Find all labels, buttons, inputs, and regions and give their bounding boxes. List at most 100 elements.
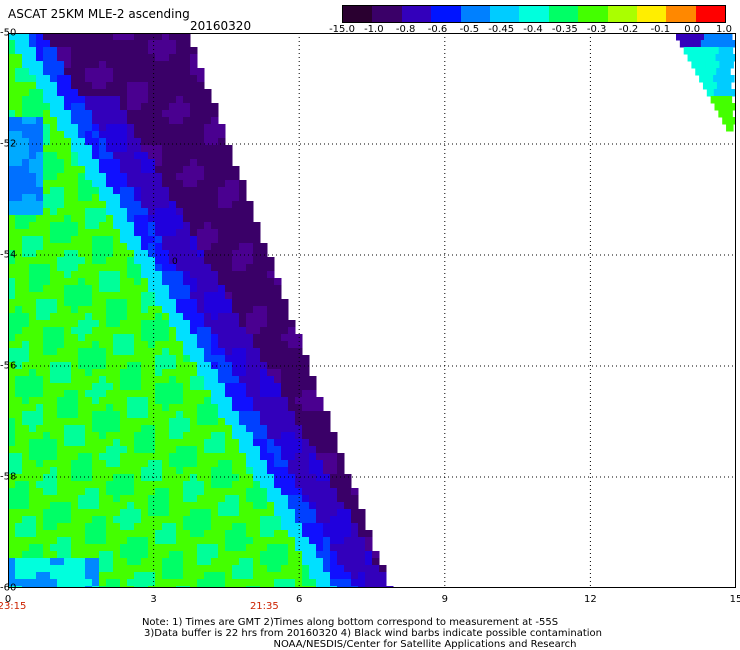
wind-cell	[92, 243, 100, 251]
wind-cell	[295, 404, 303, 412]
wind-cell	[204, 453, 212, 461]
wind-cell	[106, 54, 114, 62]
wind-cell	[183, 313, 191, 321]
wind-cell	[71, 579, 79, 587]
wind-cell	[225, 460, 233, 468]
wind-cell	[29, 166, 37, 174]
wind-cell	[176, 502, 184, 510]
wind-cell	[330, 432, 338, 440]
wind-cell	[351, 516, 359, 524]
wind-cell	[29, 313, 37, 321]
wind-cell	[36, 89, 44, 97]
wind-cell	[162, 222, 170, 230]
wind-cell	[64, 124, 72, 132]
wind-cell	[190, 229, 198, 237]
wind-cell	[148, 488, 156, 496]
wind-cell	[85, 558, 93, 566]
wind-cell	[141, 488, 149, 496]
wind-cell	[127, 453, 135, 461]
wind-cell	[253, 579, 261, 587]
wind-cell	[316, 453, 324, 461]
wind-cell	[15, 544, 23, 552]
wind-cell	[162, 229, 170, 237]
wind-cell	[148, 474, 156, 482]
wind-cell	[218, 138, 226, 146]
wind-cell	[127, 299, 135, 307]
wind-cell	[141, 334, 149, 342]
wind-cell	[64, 551, 72, 559]
wind-cell	[183, 257, 191, 265]
wind-cell	[134, 362, 142, 370]
wind-cell	[232, 551, 240, 559]
wind-cell	[722, 54, 731, 62]
wind-cell	[106, 439, 114, 447]
wind-cell	[232, 348, 240, 356]
wind-cell	[113, 250, 121, 258]
wind-cell	[99, 201, 107, 209]
wind-cell	[8, 264, 16, 272]
wind-cell	[183, 341, 191, 349]
wind-cell	[71, 502, 79, 510]
wind-cell	[218, 215, 226, 223]
wind-cell	[141, 278, 149, 286]
wind-cell	[211, 369, 219, 377]
wind-cell	[330, 551, 338, 559]
wind-cell	[64, 194, 72, 202]
wind-cell	[344, 544, 352, 552]
wind-cell	[78, 208, 86, 216]
wind-cell	[274, 579, 282, 587]
wind-cell	[253, 271, 261, 279]
wind-cell	[155, 313, 163, 321]
wind-cell	[36, 103, 44, 111]
wind-cell	[225, 453, 233, 461]
wind-cell	[281, 551, 289, 559]
wind-cell	[197, 271, 205, 279]
wind-cell	[155, 208, 163, 216]
wind-cell	[246, 236, 254, 244]
wind-cell	[155, 271, 163, 279]
wind-cell	[85, 537, 93, 545]
wind-cell	[64, 201, 72, 209]
wind-cell	[29, 264, 37, 272]
wind-cell	[78, 75, 86, 83]
wind-cell	[337, 565, 345, 573]
wind-cell	[71, 208, 79, 216]
wind-cell	[302, 516, 310, 524]
wind-cell	[127, 404, 135, 412]
wind-cell	[204, 187, 212, 195]
wind-cell	[64, 544, 72, 552]
wind-cell	[36, 278, 44, 286]
wind-cell	[99, 271, 107, 279]
wind-cell	[176, 138, 184, 146]
wind-cell	[134, 145, 142, 153]
wind-cell	[176, 180, 184, 188]
wind-cell	[78, 467, 86, 475]
wind-cell	[64, 152, 72, 160]
wind-cell	[211, 481, 219, 489]
wind-cell	[29, 117, 37, 125]
wind-cell	[232, 495, 240, 503]
wind-cell	[113, 509, 121, 517]
wind-cell	[148, 362, 156, 370]
wind-cell	[288, 320, 296, 328]
wind-cell	[239, 243, 247, 251]
wind-cell	[155, 460, 163, 468]
wind-cell	[232, 236, 240, 244]
wind-cell	[78, 523, 86, 531]
wind-cell	[85, 439, 93, 447]
wind-cell	[127, 271, 135, 279]
wind-cell	[57, 40, 65, 48]
wind-cell	[232, 278, 240, 286]
wind-cell	[274, 460, 282, 468]
wind-cell	[148, 523, 156, 531]
wind-cell	[8, 481, 16, 489]
wind-cell	[190, 404, 198, 412]
wind-cell	[169, 348, 177, 356]
wind-cell	[232, 446, 240, 454]
wind-cell	[134, 390, 142, 398]
wind-cell	[92, 551, 100, 559]
wind-cell	[260, 327, 268, 335]
wind-cell	[78, 96, 86, 104]
chart-title: ASCAT 25KM MLE-2 ascending	[8, 7, 190, 21]
wind-cell	[225, 145, 233, 153]
